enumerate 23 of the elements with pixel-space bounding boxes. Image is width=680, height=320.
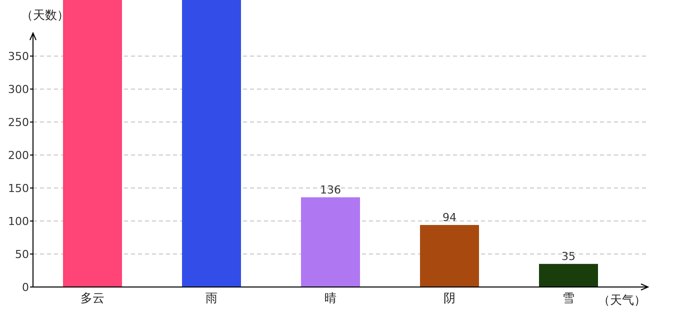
y-tick-label: 250 (8, 116, 29, 130)
y-tick-label: 350 (8, 50, 29, 64)
y-axis-title: （天数） (21, 8, 69, 22)
data-label: 35 (562, 250, 576, 263)
x-tick-label: 多云 (80, 291, 104, 305)
data-label: 136 (320, 183, 341, 196)
y-tick-label: 150 (8, 182, 29, 196)
y-tick-label: 50 (15, 248, 29, 262)
bar (420, 224, 479, 287)
y-tick-label: 200 (8, 149, 29, 162)
x-tick-label: 雨 (206, 291, 218, 305)
y-tick-label: 100 (8, 215, 29, 228)
y-tick-label: 0 (22, 281, 29, 294)
x-tick-label: 晴 (324, 291, 336, 305)
bar (539, 264, 598, 287)
bar (182, 0, 241, 287)
x-tick-label: 雪 (562, 291, 574, 305)
bar (63, 0, 122, 287)
bar (301, 197, 360, 287)
data-label: 94 (442, 210, 456, 224)
y-tick-label: 300 (8, 83, 29, 96)
x-tick-label: 阴 (444, 291, 456, 305)
x-axis-title: （天气） (598, 293, 646, 307)
